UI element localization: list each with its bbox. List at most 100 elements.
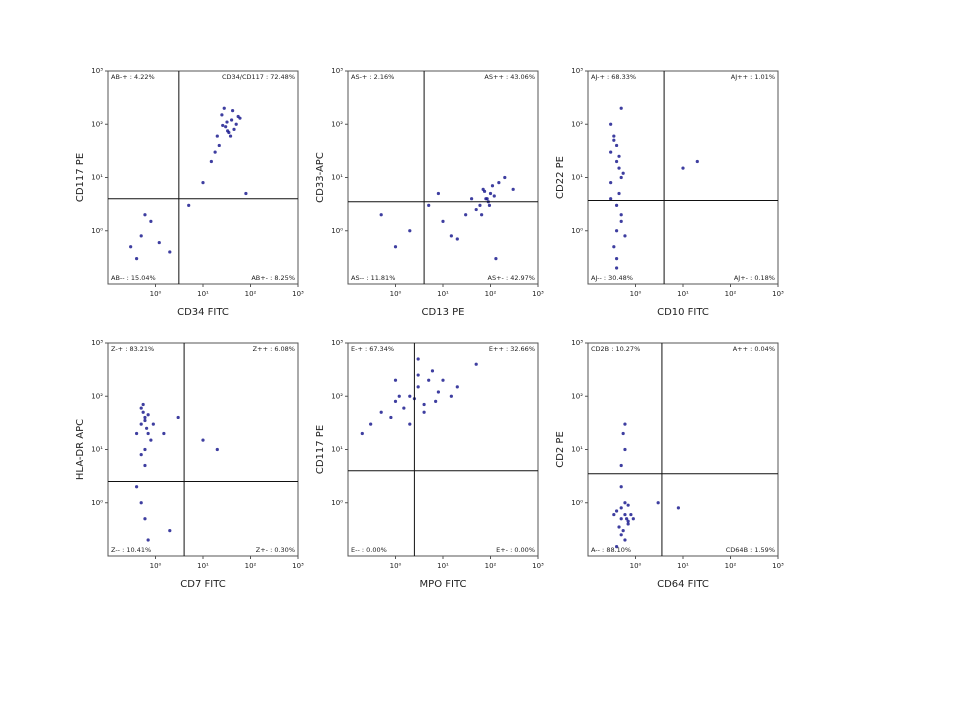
- point: [228, 134, 233, 138]
- point: [224, 125, 228, 129]
- point: [474, 362, 478, 366]
- points: [379, 175, 515, 261]
- x-tick-label: 10²: [485, 290, 497, 298]
- point: [146, 413, 150, 417]
- y-tick-label: 10³: [331, 67, 343, 75]
- point: [408, 394, 412, 398]
- quadrant-label: AJ++ : 1.01%: [731, 73, 775, 81]
- point: [492, 194, 496, 198]
- point: [416, 357, 420, 361]
- y-axis-label: HLA-DR APC: [75, 419, 86, 480]
- point: [617, 525, 621, 529]
- point: [614, 545, 619, 549]
- point: [143, 213, 147, 217]
- point: [617, 191, 621, 196]
- point: [139, 501, 143, 505]
- point: [681, 166, 685, 170]
- x-axis-label: CD34 FITC: [177, 307, 229, 318]
- y-tick-label: 10⁰: [91, 499, 103, 507]
- point: [168, 528, 172, 533]
- quadrant-label: AJ-+ : 68.33%: [591, 73, 636, 81]
- point: [168, 250, 172, 254]
- point: [134, 431, 139, 436]
- point: [149, 219, 153, 223]
- point: [474, 207, 478, 212]
- point: [619, 533, 623, 537]
- point: [222, 106, 226, 110]
- point: [619, 106, 623, 110]
- quadrant-label: AJ-- : 30.48%: [591, 274, 633, 282]
- point: [221, 123, 225, 128]
- point: [511, 187, 515, 191]
- point: [201, 438, 205, 442]
- point: [151, 422, 155, 426]
- y-tick-label: 10²: [331, 120, 343, 128]
- y-tick-label: 10⁰: [571, 499, 583, 507]
- x-axis-label: CD7 FITC: [180, 579, 225, 590]
- x-tick-label: 10³: [532, 290, 544, 298]
- point: [619, 213, 623, 217]
- point: [139, 406, 143, 410]
- x-tick-label: 10¹: [197, 290, 209, 298]
- x-tick-label: 10³: [292, 562, 304, 570]
- point: [441, 378, 445, 382]
- point: [609, 150, 613, 154]
- x-tick-label: 10³: [772, 562, 784, 570]
- y-tick-label: 10⁰: [331, 499, 343, 507]
- point: [176, 415, 180, 420]
- point: [619, 175, 623, 180]
- point: [393, 378, 398, 382]
- y-tick-label: 10³: [571, 339, 583, 347]
- quadrant-label: AB-+ : 4.22%: [111, 73, 155, 81]
- point: [619, 463, 623, 468]
- y-axis-label: CD2 PE: [555, 431, 566, 468]
- point: [141, 402, 145, 407]
- y-tick-label: 10⁰: [331, 227, 343, 235]
- x-tick-label: 10⁰: [630, 562, 642, 570]
- point: [416, 385, 420, 389]
- y-tick-label: 10²: [91, 392, 103, 400]
- point: [621, 528, 625, 533]
- point: [478, 203, 482, 207]
- point: [149, 438, 153, 442]
- y-axis-label: CD117 PE: [75, 153, 86, 202]
- quadrant-label: AS+- : 42.97%: [488, 274, 535, 282]
- point: [614, 509, 619, 513]
- point: [434, 399, 438, 404]
- point: [614, 143, 619, 148]
- plot-frame: [347, 70, 539, 285]
- point: [619, 506, 623, 510]
- point: [695, 159, 699, 164]
- point: [617, 166, 621, 170]
- y-axis-label: CD33-APC: [315, 152, 326, 203]
- x-tick-label: 10²: [245, 290, 257, 298]
- x-tick-label: 10⁰: [150, 562, 162, 570]
- point: [480, 213, 484, 217]
- y-tick-label: 10²: [91, 120, 103, 128]
- x-tick-label: 10⁰: [390, 290, 402, 298]
- point: [209, 159, 213, 164]
- point: [612, 245, 616, 249]
- point: [146, 538, 150, 542]
- point: [229, 118, 234, 122]
- x-tick-label: 10¹: [197, 562, 209, 570]
- quadrant-label: E++ : 32.66%: [489, 345, 535, 353]
- y-tick-label: 10³: [571, 67, 583, 75]
- quadrant-label: E-+ : 67.34%: [351, 345, 394, 353]
- y-tick-label: 10³: [91, 67, 103, 75]
- x-axis-label: MPO FITC: [420, 579, 467, 590]
- point: [487, 203, 492, 207]
- point: [141, 410, 145, 414]
- point: [614, 256, 619, 261]
- point: [619, 219, 623, 223]
- point: [213, 150, 217, 154]
- y-tick-label: 10³: [331, 339, 343, 347]
- quadrant-label: CD64B : 1.59%: [726, 546, 775, 554]
- point: [134, 256, 139, 261]
- quadrant-label: E-- : 0.00%: [351, 546, 387, 554]
- points: [609, 106, 699, 270]
- x-axis-label: CD13 PE: [422, 307, 465, 318]
- point: [449, 234, 453, 238]
- point: [626, 522, 630, 526]
